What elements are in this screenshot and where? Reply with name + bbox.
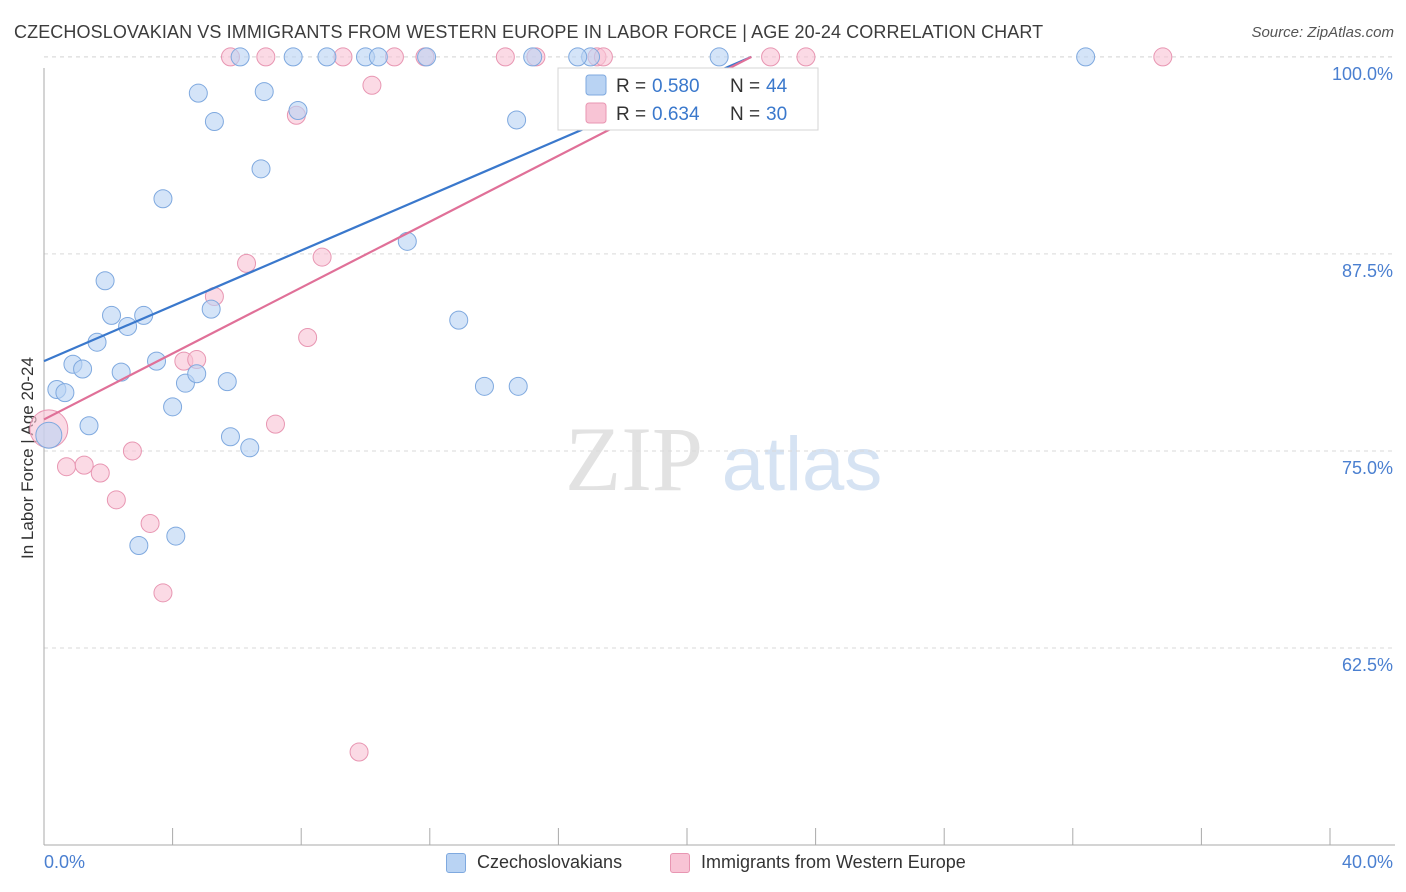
series-czechoslovakians-points bbox=[35, 47, 1096, 556]
stats-n-label-pink: N = bbox=[730, 104, 760, 125]
stats-legend: R = 0.580 N = 44 R = 0.634 N = 30 bbox=[557, 67, 819, 131]
legend-label-western-europe: Immigrants from Western Europe bbox=[701, 852, 966, 872]
czechoslovakians-point-14 bbox=[153, 189, 173, 209]
y-tick-label-3: 100.0% bbox=[1332, 64, 1393, 84]
czechoslovakians-point-21 bbox=[204, 112, 224, 132]
czechoslovakians-point-9 bbox=[111, 362, 131, 382]
czechoslovakians-point-25 bbox=[240, 438, 260, 458]
western-europe-point-6 bbox=[140, 513, 160, 533]
series-legend: Czechoslovakians Immigrants from Western… bbox=[0, 852, 1406, 878]
western-europe-point-3 bbox=[90, 463, 110, 483]
western-europe-point-12 bbox=[237, 253, 257, 273]
czechoslovakians-point-32 bbox=[368, 47, 388, 67]
czechoslovakians-point-23 bbox=[220, 427, 240, 447]
stats-n-value-blue: 44 bbox=[766, 76, 788, 97]
czechoslovakians-point-16 bbox=[166, 526, 186, 546]
czechoslovakians-point-24 bbox=[230, 47, 250, 67]
western-europe-point-4 bbox=[106, 490, 126, 510]
stats-n-value-pink: 30 bbox=[766, 104, 787, 125]
czechoslovakians-point-27 bbox=[254, 82, 274, 102]
czechoslovakians-point-26 bbox=[251, 159, 271, 179]
x-tick-label-min: 0.0% bbox=[44, 852, 86, 872]
legend-item-western-europe: Immigrants from Western Europe bbox=[670, 852, 966, 873]
legend-label-czechoslovakians: Czechoslovakians bbox=[477, 852, 623, 872]
y-tick-label-2: 87.5% bbox=[1342, 261, 1393, 281]
series-western-europe-points bbox=[29, 47, 1173, 762]
czechoslovakians-point-0 bbox=[35, 421, 63, 449]
czechoslovakians-point-33 bbox=[397, 231, 417, 251]
czechoslovakians-point-35 bbox=[449, 310, 469, 330]
y-tick-label-1: 75.0% bbox=[1342, 458, 1393, 478]
stats-r-label-pink: R = bbox=[616, 104, 646, 125]
y-tick-label-0: 62.5% bbox=[1342, 655, 1393, 675]
western-europe-point-5 bbox=[122, 441, 142, 461]
czechoslovakians-point-7 bbox=[95, 271, 115, 291]
czechoslovakians-point-4 bbox=[73, 359, 93, 379]
western-europe-point-22 bbox=[495, 47, 515, 67]
czechoslovakians-point-20 bbox=[201, 299, 221, 319]
czechoslovakians-point-18 bbox=[187, 364, 207, 384]
watermark-zip: ZIP bbox=[565, 408, 703, 510]
western-europe-point-26 bbox=[761, 47, 781, 67]
stats-legend-swatch-blue bbox=[585, 74, 607, 96]
czechoslovakians-point-37 bbox=[507, 110, 527, 130]
western-europe-point-13 bbox=[256, 47, 276, 67]
czechoslovakians-point-29 bbox=[288, 101, 308, 121]
western-europe-point-1 bbox=[57, 457, 77, 477]
source-credit: Source: ZipAtlas.com bbox=[1251, 24, 1394, 41]
western-europe-point-16 bbox=[298, 327, 318, 347]
western-europe-point-7 bbox=[153, 583, 173, 603]
czechoslovakians-point-11 bbox=[129, 536, 149, 556]
czechoslovakians-point-36 bbox=[474, 376, 494, 396]
czechoslovakians-point-15 bbox=[163, 397, 183, 417]
stats-r-label-blue: R = bbox=[616, 76, 646, 97]
czechoslovakians-point-2 bbox=[55, 383, 75, 403]
western-europe-point-29 bbox=[349, 742, 369, 762]
stats-n-label-blue: N = bbox=[730, 76, 760, 97]
czechoslovakians-point-22 bbox=[217, 372, 237, 392]
czechoslovakians-point-30 bbox=[317, 47, 337, 67]
western-europe-point-18 bbox=[333, 47, 353, 67]
czechoslovakians-point-10 bbox=[118, 316, 138, 336]
legend-swatch-blue bbox=[446, 852, 466, 873]
legend-swatch-pink bbox=[670, 852, 690, 873]
western-europe-point-28 bbox=[1153, 47, 1173, 67]
stats-legend-swatch-pink bbox=[585, 102, 607, 124]
y-tick-labels: 62.5% 75.0% 87.5% 100.0% bbox=[1332, 64, 1393, 675]
czechoslovakians-point-42 bbox=[709, 47, 729, 67]
czechoslovakians-point-43 bbox=[568, 47, 588, 67]
western-europe-point-17 bbox=[312, 247, 332, 267]
czechoslovakians-point-39 bbox=[523, 47, 543, 67]
grid-lines bbox=[44, 56, 1395, 649]
czechoslovakians-point-28 bbox=[283, 47, 303, 67]
x-tick-label-max: 40.0% bbox=[1341, 852, 1393, 872]
chart-title: CZECHOSLOVAKIAN VS IMMIGRANTS FROM WESTE… bbox=[14, 22, 1044, 42]
czechoslovakians-point-19 bbox=[188, 83, 208, 103]
western-europe-point-2 bbox=[74, 455, 94, 475]
western-europe-point-20 bbox=[384, 47, 404, 67]
axes bbox=[43, 68, 1395, 846]
watermark: ZIP atlas bbox=[565, 408, 882, 510]
stats-r-value-pink: 0.634 bbox=[652, 104, 700, 125]
western-europe-point-27 bbox=[796, 47, 816, 67]
czechoslovakians-point-34 bbox=[417, 47, 437, 67]
czechoslovakians-point-8 bbox=[102, 305, 122, 325]
stats-r-value-blue: 0.580 bbox=[652, 76, 700, 97]
western-europe-point-14 bbox=[265, 414, 285, 434]
legend-item-czechoslovakians: Czechoslovakians bbox=[446, 852, 622, 873]
western-europe-point-19 bbox=[362, 75, 382, 95]
czechoslovakians-point-5 bbox=[79, 416, 99, 436]
watermark-atlas: atlas bbox=[722, 422, 883, 507]
czechoslovakians-point-38 bbox=[508, 376, 528, 396]
czechoslovakians-point-41 bbox=[1076, 47, 1096, 67]
